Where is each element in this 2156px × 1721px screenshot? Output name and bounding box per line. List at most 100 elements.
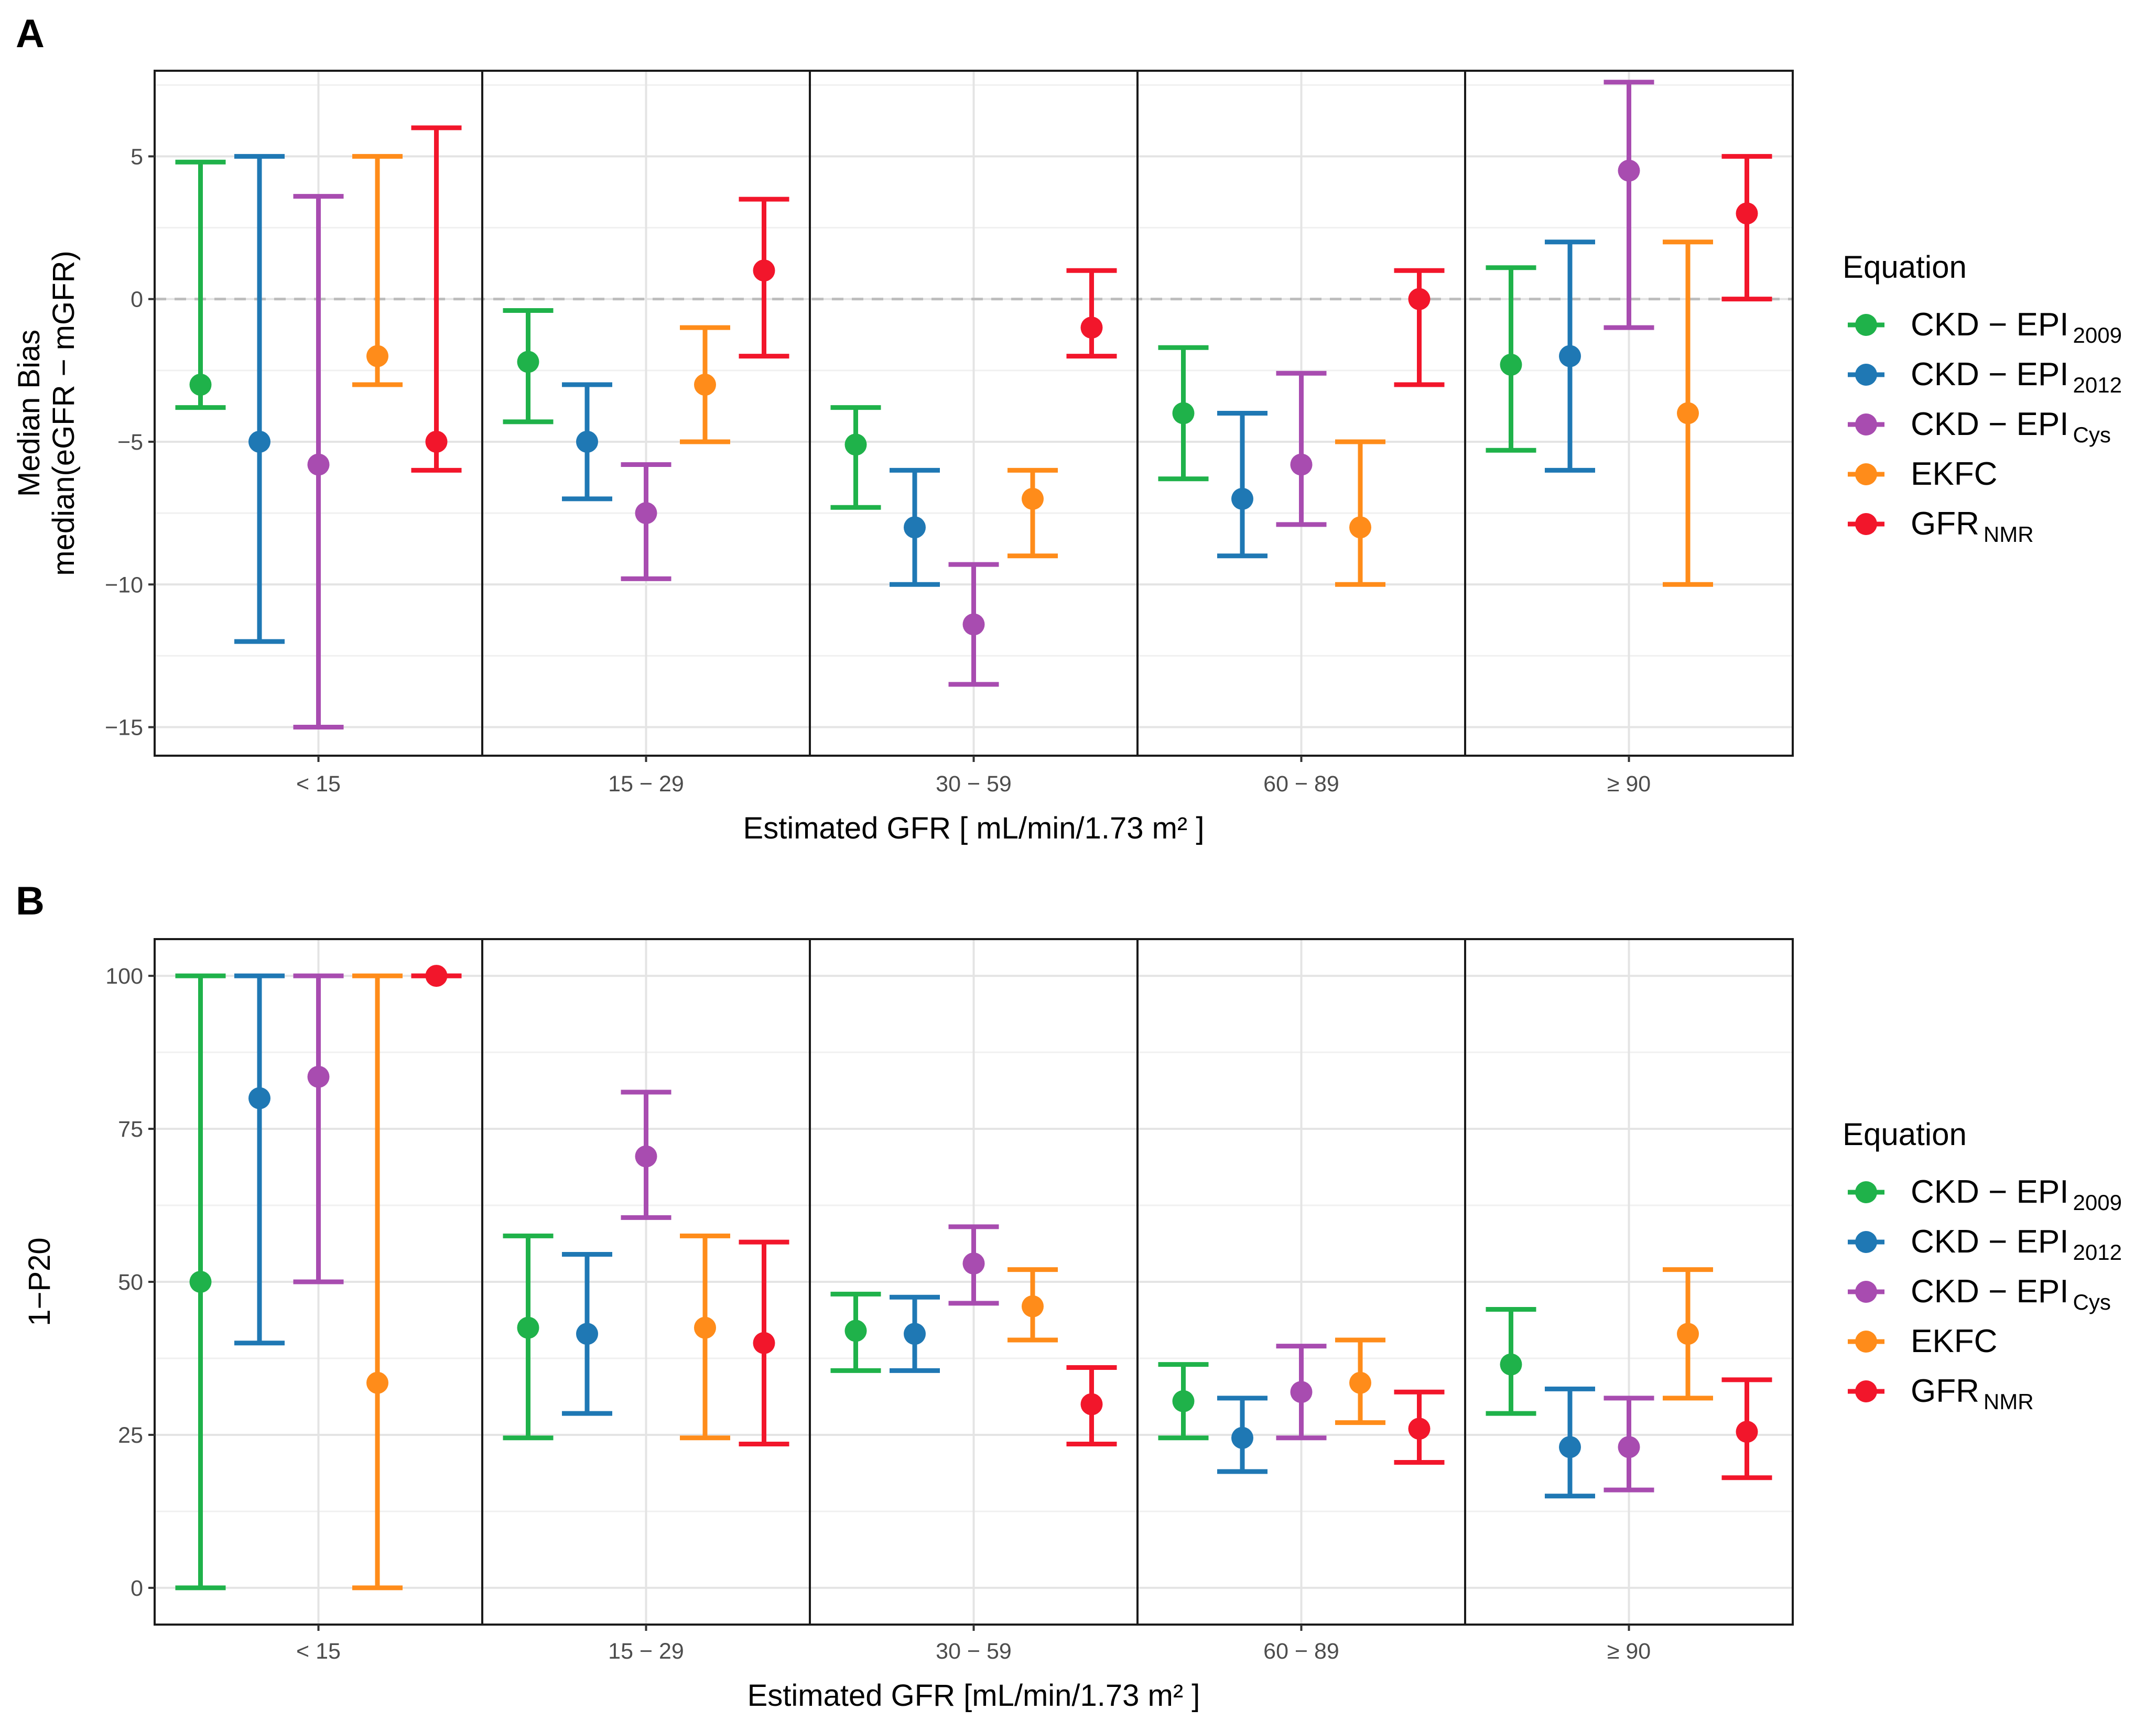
legend-key-point [1855,1380,1877,1402]
x-tick-label: 15 − 29 [608,771,684,797]
data-point [1349,1371,1371,1394]
legend-key-point [1855,1281,1877,1303]
series-gfr-nmr [411,125,1772,473]
legend-item: GFR NMR [1848,1373,2034,1414]
data-point [576,430,598,453]
data-point [576,1323,598,1345]
series-ckd-epi-2009 [175,973,1536,1591]
data-point [1618,159,1640,182]
series-ekfc [352,973,1713,1591]
data-point [1408,288,1431,310]
legend-item: CKD − EPI 2009 [1848,307,2122,347]
y-tick-label: −5 [117,430,143,455]
legend-item: CKD − EPI 2009 [1848,1174,2122,1215]
legend: Equation CKD − EPI 2009 CKD − EPI 2012 CKD − … [1843,1117,2122,1414]
data-point [1080,317,1103,339]
legend-key-point [1855,1181,1877,1203]
series-gfr-nmr [411,965,1772,1480]
y-tick-label: 25 [118,1423,143,1448]
legend-key-point [1855,314,1877,336]
x-tick-label: < 15 [296,1639,341,1664]
data-point [1022,487,1044,510]
series-ekfc [352,154,1713,587]
x-tick-label: 60 − 89 [1263,771,1339,797]
legend-key-point [1855,413,1877,435]
data-point [753,1332,775,1354]
series-ckd-epi-2012 [234,973,1595,1499]
data-point [1080,1393,1103,1415]
data-point [1500,1353,1522,1376]
data-point [189,374,212,396]
y-tick-label: 0 [131,1576,143,1601]
data-point [1500,353,1522,376]
data-point [1559,1436,1581,1458]
series-ckd-epi-2009 [175,159,1536,510]
data-point [1231,487,1253,510]
data-point [366,345,388,367]
y-tick-label: 0 [131,287,143,312]
legend-key-point [1855,364,1877,386]
data-point [425,965,448,987]
legend-item: CKD − EPI 2012 [1848,1224,2122,1265]
data-point [307,1065,330,1088]
y-tick-label: 75 [118,1117,143,1142]
y-tick-label: 50 [118,1270,143,1295]
legend-label: CKD − EPI Cys [1911,1273,2111,1314]
legend-key-point [1855,513,1877,535]
y-axis-title: Median Biasmedian(eGFR − mGFR) [12,250,81,575]
legend-item: CKD − EPI Cys [1848,406,2111,447]
series-ckd-epi-cys [293,80,1654,730]
legend-key-point [1855,463,1877,485]
data-point [189,1271,212,1293]
data-point [1022,1295,1044,1317]
data-point [248,1087,270,1109]
data-point [904,1323,926,1345]
data-point [366,1371,388,1394]
panel-A: −15 −10 −5 0 5 < 15 15 − 29 30 − 59 60 − 89 ≥ 90 E… [12,12,2122,845]
legend-key-point [1855,1331,1877,1353]
data-point [425,430,448,453]
y-axis-title: 1−P20 [23,1237,57,1326]
data-point [1559,345,1581,367]
data-point [517,1316,539,1339]
legend: Equation CKD − EPI 2009 CKD − EPI 2012 CKD − … [1843,249,2122,547]
legend-key-point [1855,1231,1877,1253]
panel-B: 0 25 50 75 100 < 15 15 − 29 30 − 59 60 − 89 ≥ 90 E… [16,879,2122,1713]
data-point [1172,402,1195,424]
legend-label: CKD − EPI 2009 [1911,1174,2122,1215]
x-axis-title: Estimated GFR [ mL/min/1.73 m² ] [743,811,1205,845]
data-point [1736,1421,1758,1443]
x-tick-label: ≥ 90 [1607,1639,1651,1664]
legend-item: CKD − EPI Cys [1848,1273,2111,1314]
data-point [694,374,716,396]
data-point [517,351,539,373]
x-tick-label: < 15 [296,771,341,797]
legend-item: CKD − EPI 2012 [1848,356,2122,397]
panel-tag: B [16,879,45,923]
legend-item: EKFC [1848,1323,1997,1359]
y-tick-label: −15 [105,715,143,740]
legend-label: EKFC [1911,456,1997,492]
data-point [1677,1323,1699,1345]
data-point [1618,1436,1640,1458]
y-tick-label: −10 [105,572,143,597]
data-point [635,1145,657,1168]
data-point [1408,1418,1431,1440]
x-tick-label: 30 − 59 [936,1639,1012,1664]
legend-label: EKFC [1911,1323,1997,1359]
x-tick-label: 30 − 59 [936,771,1012,797]
legend-label: CKD − EPI 2012 [1911,356,2122,397]
data-point [1231,1426,1253,1449]
data-point [694,1316,716,1339]
data-point [753,259,775,282]
data-point [1290,1381,1313,1403]
series-ckd-epi-2012 [234,154,1595,644]
data-point [904,516,926,539]
legend-label: CKD − EPI 2012 [1911,1224,2122,1265]
legend-label: GFR NMR [1911,506,2034,547]
data-point [844,1320,867,1342]
legend-title: Equation [1843,1117,1967,1152]
data-point [962,613,985,636]
x-axis-title: Estimated GFR [mL/min/1.73 m² ] [747,1679,1200,1713]
